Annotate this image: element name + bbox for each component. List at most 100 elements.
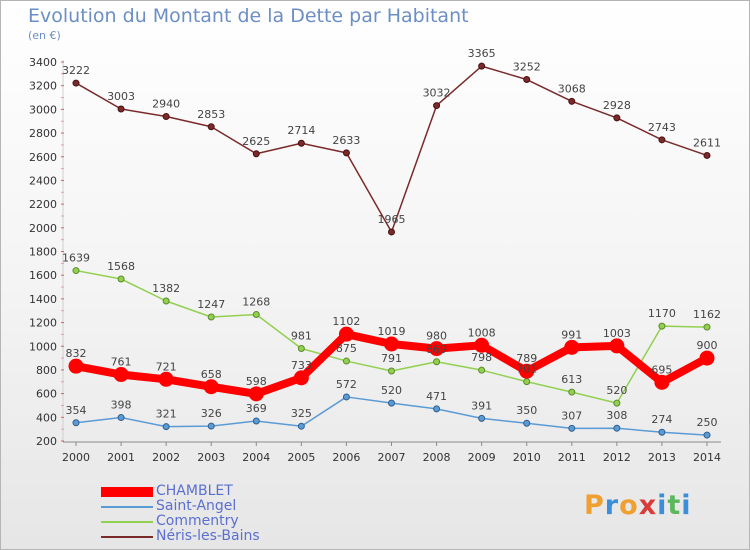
data-point-neris-les-bains	[523, 76, 531, 84]
logo-letter: x	[638, 490, 658, 521]
data-label-commentry: 1568	[107, 260, 135, 273]
legend-swatch-saint-angel	[101, 506, 153, 508]
data-point-commentry	[433, 358, 441, 366]
x-tick-label: 2004	[242, 451, 270, 464]
data-point-neris-les-bains	[478, 62, 486, 70]
data-point-chamblet	[429, 341, 445, 357]
data-point-chamblet	[338, 326, 354, 342]
data-point-saint-angel	[613, 424, 621, 432]
data-point-chamblet	[654, 374, 670, 390]
data-label-chamblet: 1019	[378, 325, 406, 338]
data-label-chamblet: 832	[66, 347, 87, 360]
x-tick-label: 2001	[107, 451, 135, 464]
data-label-saint-angel: 274	[651, 413, 672, 426]
data-label-commentry: 520	[606, 384, 627, 397]
x-tick-label: 2007	[378, 451, 406, 464]
data-point-neris-les-bains	[117, 105, 125, 113]
data-label-neris-les-bains: 3252	[513, 61, 541, 74]
data-label-neris-les-bains: 3068	[558, 82, 586, 95]
data-point-chamblet	[699, 350, 715, 366]
y-tick-label: 400	[36, 411, 57, 424]
data-label-chamblet: 1003	[603, 327, 631, 340]
y-tick-label: 2600	[29, 151, 57, 164]
chart-title: Evolution du Montant de la Dette par Hab…	[28, 5, 469, 27]
y-tick-label: 600	[36, 388, 57, 401]
data-label-neris-les-bains: 3003	[107, 90, 135, 103]
data-label-commentry: 1268	[242, 296, 270, 309]
data-label-chamblet: 721	[156, 360, 177, 373]
data-point-neris-les-bains	[297, 139, 305, 147]
data-label-neris-les-bains: 3032	[423, 87, 451, 100]
data-point-neris-les-bains	[72, 79, 80, 87]
data-label-commentry: 1170	[648, 307, 676, 320]
x-tick-label: 2009	[468, 451, 496, 464]
data-label-commentry: 791	[381, 352, 402, 365]
x-tick-label: 2002	[152, 451, 180, 464]
data-point-chamblet	[474, 337, 490, 353]
x-tick-label: 2012	[603, 451, 631, 464]
data-point-chamblet	[609, 338, 625, 354]
y-tick-label: 2000	[29, 222, 57, 235]
data-point-saint-angel	[388, 399, 395, 407]
data-point-chamblet	[113, 367, 129, 383]
chart-unit-label: (en €)	[28, 29, 61, 42]
data-label-chamblet: 1008	[468, 326, 496, 339]
data-label-saint-angel: 520	[381, 384, 402, 397]
data-point-chamblet	[564, 339, 580, 355]
data-point-saint-angel	[207, 422, 215, 430]
data-label-saint-angel: 391	[471, 399, 492, 412]
data-point-chamblet	[293, 370, 309, 386]
x-tick-label: 2008	[423, 451, 451, 464]
data-point-neris-les-bains	[568, 97, 576, 105]
data-label-neris-les-bains: 3365	[468, 47, 496, 60]
data-label-saint-angel: 572	[336, 378, 357, 391]
data-label-chamblet: 658	[201, 368, 222, 381]
data-point-saint-angel	[297, 422, 305, 430]
data-label-chamblet: 900	[697, 339, 718, 352]
data-point-commentry	[207, 313, 215, 321]
y-tick-label: 3400	[29, 56, 57, 69]
legend-label-chamblet: CHAMBLET	[156, 483, 233, 499]
data-point-saint-angel	[433, 405, 441, 413]
data-label-chamblet: 789	[516, 352, 537, 365]
data-point-saint-angel	[523, 419, 531, 427]
logo-letter: r	[604, 490, 620, 521]
data-point-saint-angel	[117, 414, 125, 422]
data-point-chamblet	[158, 371, 174, 387]
y-tick-label: 3000	[29, 103, 57, 116]
data-point-commentry	[388, 367, 395, 375]
legend-swatch-commentry	[101, 521, 153, 523]
data-label-commentry: 981	[291, 330, 312, 343]
x-tick-label: 2003	[197, 451, 225, 464]
y-tick-label: 2200	[29, 198, 57, 211]
data-point-commentry	[523, 378, 531, 386]
data-label-chamblet: 695	[651, 363, 672, 376]
x-tick-label: 2014	[693, 451, 721, 464]
data-point-chamblet	[68, 358, 84, 374]
data-point-neris-les-bains	[613, 114, 621, 122]
data-point-neris-les-bains	[658, 136, 666, 144]
data-point-commentry	[297, 345, 305, 353]
x-tick-label: 2000	[62, 451, 90, 464]
data-point-commentry	[117, 275, 125, 283]
data-label-saint-angel: 354	[66, 404, 87, 417]
data-label-chamblet: 1102	[332, 315, 360, 328]
data-label-commentry: 1639	[62, 252, 90, 265]
data-point-saint-angel	[252, 417, 260, 425]
data-label-commentry: 613	[561, 373, 582, 386]
data-point-commentry	[72, 267, 80, 275]
data-label-commentry: 1382	[152, 282, 180, 295]
y-tick-label: 1600	[29, 269, 57, 282]
y-tick-label: 1400	[29, 293, 57, 306]
data-label-chamblet: 761	[111, 356, 132, 369]
data-label-neris-les-bains: 2853	[197, 108, 225, 121]
data-point-chamblet	[203, 379, 219, 395]
legend-swatch-neris-les-bains	[101, 536, 153, 538]
data-label-saint-angel: 326	[201, 407, 222, 420]
data-point-saint-angel	[478, 414, 486, 422]
legend-label-saint-angel: Saint-Angel	[156, 498, 237, 514]
data-label-neris-les-bains: 2928	[603, 99, 631, 112]
logo-letter: o	[619, 490, 639, 521]
y-tick-label: 1200	[29, 317, 57, 330]
data-label-commentry: 1162	[693, 308, 721, 321]
